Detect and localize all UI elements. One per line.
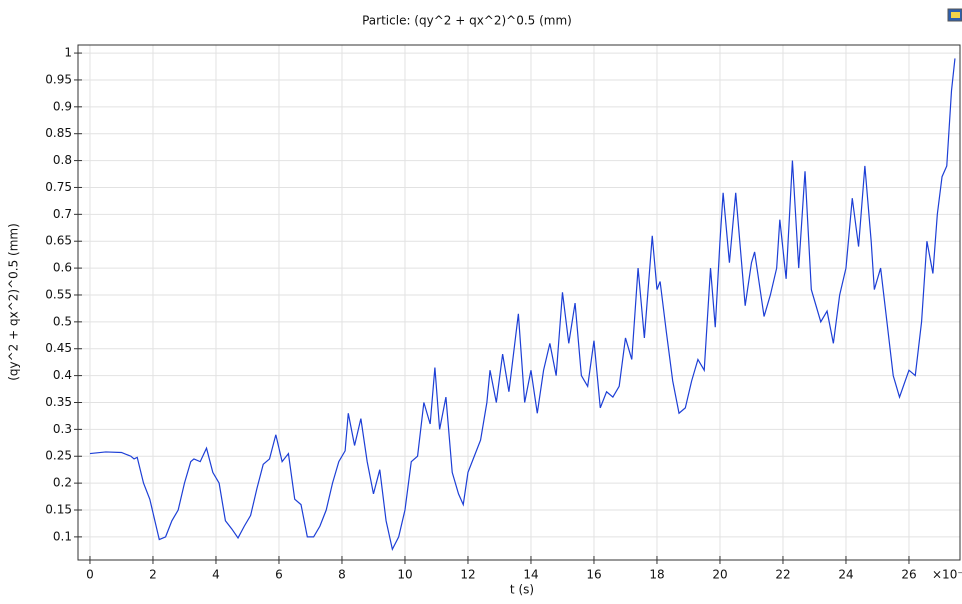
x-tick-label: 22 <box>775 568 790 582</box>
y-tick-label: 0.5 <box>53 314 72 328</box>
y-tick-label: 0.25 <box>45 449 72 463</box>
x-tick-label: 26 <box>901 568 916 582</box>
x-tick-label: 8 <box>338 568 346 582</box>
toolbar-icon[interactable] <box>947 8 962 22</box>
x-tick-label: 18 <box>649 568 664 582</box>
icon-inner <box>951 12 960 18</box>
y-tick-label: 1 <box>64 46 72 60</box>
y-tick-label: 0.9 <box>53 99 72 113</box>
x-tick-label: 2 <box>149 568 157 582</box>
y-tick-label: 0.8 <box>53 153 72 167</box>
y-tick-label: 0.2 <box>53 476 72 490</box>
x-tick-label: 4 <box>212 568 220 582</box>
x-tick-label: 14 <box>523 568 538 582</box>
data-line <box>89 58 956 552</box>
plot-frame <box>77 44 961 561</box>
x-tick-label: 6 <box>275 568 283 582</box>
y-tick-label: 0.45 <box>45 341 72 355</box>
y-tick-label: 0.4 <box>53 368 72 382</box>
y-tick-label: 0.35 <box>45 395 72 409</box>
y-axis-label: (qy^2 + qx^2)^0.5 (mm) <box>7 223 21 381</box>
y-tick-label: 0.75 <box>45 180 72 194</box>
y-tick-label: 0.85 <box>45 126 72 140</box>
y-tick-label: 0.7 <box>53 207 72 221</box>
y-tick-label: 0.65 <box>45 234 72 248</box>
y-tick-label: 0.1 <box>53 529 72 543</box>
x-tick-label: 20 <box>712 568 727 582</box>
x-axis-label: t (s) <box>510 583 534 597</box>
y-tick-label: 0.3 <box>53 422 72 436</box>
x-multiplier: ×10⁻⁷ <box>932 568 962 582</box>
y-tick-label: 0.15 <box>45 503 72 517</box>
y-tick-label: 0.95 <box>45 72 72 86</box>
y-tick-label: 0.6 <box>53 261 72 275</box>
x-tick-label: 12 <box>460 568 475 582</box>
x-tick-label: 10 <box>397 568 412 582</box>
x-tick-label: 24 <box>838 568 853 582</box>
x-tick-label: 0 <box>86 568 94 582</box>
x-tick-label: 16 <box>586 568 601 582</box>
chart-title: Particle: (qy^2 + qx^2)^0.5 (mm) <box>362 14 572 28</box>
y-tick-label: 0.55 <box>45 287 72 301</box>
